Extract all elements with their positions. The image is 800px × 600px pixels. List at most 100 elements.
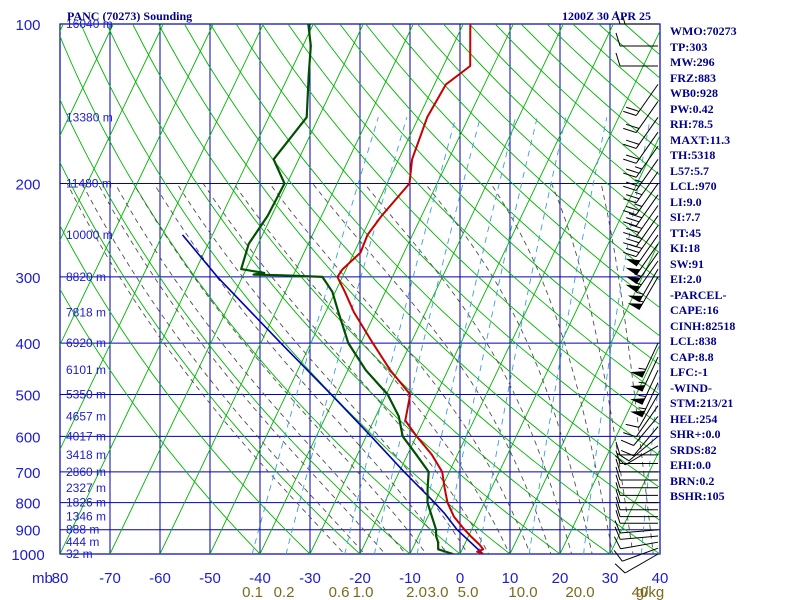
dry-adiabat: [158, 24, 660, 554]
dry-adiabat: [60, 224, 311, 554]
moist-adiabat: [269, 183, 531, 554]
skewed-isotherm: [559, 343, 660, 554]
mixing-ratio-line: [478, 117, 567, 554]
height-label: 2860 m: [66, 465, 106, 479]
mixing-ratio-line: [373, 117, 481, 554]
pressure-tick-label: 800: [15, 496, 40, 513]
temperature-tick-label: -30: [299, 570, 321, 587]
sounding-index-item: BRN:0.2: [670, 473, 715, 488]
sounding-index-item: LCL:970: [670, 179, 717, 193]
skewed-isotherm: [459, 134, 660, 554]
wind-barb: [630, 356, 659, 392]
mixing-ratio-label: 3.0: [428, 584, 449, 600]
wind-barb: [625, 243, 659, 276]
pressure-tick-label: 400: [15, 336, 40, 353]
height-label: 13380 m: [66, 110, 113, 124]
height-label: 4017 m: [66, 429, 106, 443]
wind-barb: [614, 520, 659, 534]
wind-barb: [623, 194, 659, 227]
moist-adiabat: [424, 183, 593, 554]
height-label: 1346 m: [66, 510, 106, 524]
moist-adiabat: [66, 183, 345, 554]
wind-barb: [625, 394, 659, 428]
sounding-index-item: EHI:0.0: [670, 458, 712, 472]
sounding-index-item: WB0:928: [670, 86, 718, 100]
moist-adiabat: [133, 183, 427, 554]
sounding-index-item: SHR+:0.0: [670, 427, 721, 441]
skewed-isotherm: [109, 24, 364, 554]
sounding-index-item: MAXT:11.3: [670, 132, 731, 147]
wind-barb: [630, 382, 659, 418]
pressure-tick-label: 900: [15, 523, 40, 540]
wind-barb: [615, 441, 658, 456]
sounding-index-item: EI:2.0: [670, 272, 702, 286]
dry-adiabat: [365, 24, 660, 309]
dry-adiabat: [80, 24, 511, 554]
moist-adiabat: [490, 183, 614, 554]
dry-adiabat: [60, 35, 461, 554]
pressure-tick-label: 200: [15, 177, 40, 194]
wind-barb: [615, 32, 658, 47]
wind-barb: [623, 101, 659, 134]
dry-adiabat: [339, 24, 660, 337]
temperature-tick-label: 20: [552, 570, 569, 587]
pressure-tick-label: 700: [15, 465, 40, 482]
wind-barb: [615, 466, 658, 481]
skewed-isotherm: [60, 24, 314, 554]
skewed-isotherm: [359, 24, 614, 554]
mixing-ratio-label: 20.0: [565, 584, 594, 600]
height-label: 6920 m: [66, 336, 106, 350]
sounding-index-item: L57:5.7: [670, 163, 709, 178]
mixing-ratio-line: [443, 117, 538, 554]
mixing-ratio-label: 2.0: [406, 584, 427, 600]
mixing-ratio-label: 0.2: [274, 584, 295, 600]
wind-barb: [614, 526, 659, 540]
pressure-tick-label: 100: [15, 17, 40, 34]
moist-adiabat: [551, 183, 634, 554]
height-label: 2327 m: [66, 481, 106, 495]
wind-barb: [623, 405, 659, 438]
wind-barb: [614, 445, 659, 466]
wind-barb: [615, 503, 658, 518]
wind-barb: [625, 252, 659, 285]
temperature-tick-label: -40: [249, 570, 271, 587]
mixing-ratio-label: 40: [632, 584, 649, 600]
dry-adiabat: [468, 24, 660, 202]
wind-barb: [615, 52, 658, 67]
sounding-index-item: CAPE:16: [670, 303, 719, 317]
skewed-isotherm: [60, 24, 114, 137]
moist-adiabat: [81, 183, 366, 554]
wind-barb: [615, 458, 658, 473]
skewed-isotherm: [409, 29, 660, 554]
wind-barb: [614, 553, 659, 574]
mixing-ratio-label: 5.0: [458, 584, 479, 600]
temperature-line: [336, 24, 485, 554]
wind-barb: [615, 510, 658, 524]
pressure-tick-label: 300: [15, 270, 40, 287]
moist-adiabat: [176, 183, 469, 554]
dry-adiabat: [261, 24, 660, 426]
wind-barb: [623, 145, 659, 178]
skewed-isotherm: [760, 24, 800, 554]
mixing-ratio-line: [640, 368, 660, 554]
moist-adiabat: [233, 183, 510, 554]
moist-adiabat: [312, 183, 552, 554]
wind-barb: [623, 183, 659, 216]
dewpoint-line: [240, 24, 454, 554]
temperature-tick-label: 30: [602, 570, 619, 587]
height-label: 11480 m: [66, 177, 112, 191]
height-label: 32 m: [66, 547, 93, 561]
wind-barb: [620, 426, 659, 457]
wind-barb: [613, 536, 659, 550]
height-label: 444 m: [66, 535, 99, 549]
parcel-path-line: [181, 234, 484, 554]
mixing-ratio-line: [285, 117, 408, 554]
mixing-ratio-line: [344, 117, 457, 554]
mixing-ratio-line: [416, 117, 516, 554]
sounding-index-item: TT:45: [670, 225, 702, 240]
dry-adiabat: [209, 24, 660, 489]
wind-barb: [625, 234, 659, 267]
wind-barb: [617, 436, 659, 462]
wind-barb: [623, 171, 659, 204]
